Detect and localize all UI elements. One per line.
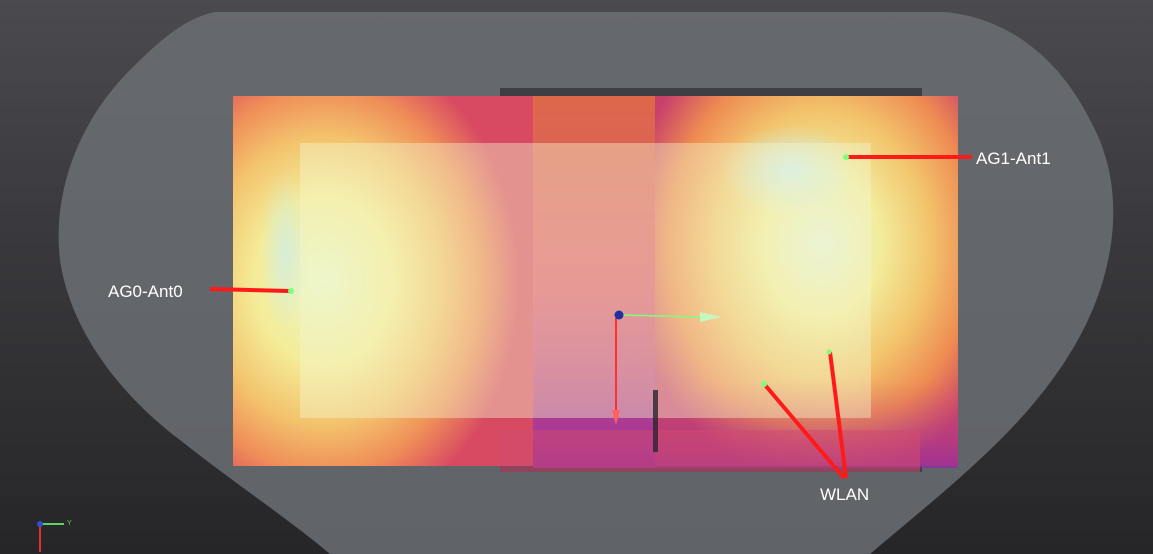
antenna-label-ag0: AG0-Ant0 — [108, 282, 183, 301]
axis-triad-icon: Y — [37, 520, 72, 552]
axis-y-label: Y — [67, 520, 72, 527]
antenna-label-ag1: AG1-Ant1 — [976, 149, 1051, 168]
antenna-marker-ag0[interactable] — [288, 288, 294, 294]
pointer-wlan — [763, 351, 848, 480]
antenna-label-wlan: WLAN — [820, 485, 870, 504]
panel-divider — [653, 390, 658, 452]
heatmap-bottom-band — [500, 430, 920, 472]
origin-gizmo-icon[interactable] — [612, 310, 722, 426]
antenna-marker-wlan-2[interactable] — [826, 349, 832, 355]
pointer-ag0 — [209, 287, 290, 293]
antenna-marker-ag1[interactable] — [843, 154, 849, 160]
hotspot-right — [720, 125, 860, 215]
antenna-marker-wlan-1[interactable] — [761, 381, 767, 387]
translucent-inner-sheet — [300, 143, 871, 418]
